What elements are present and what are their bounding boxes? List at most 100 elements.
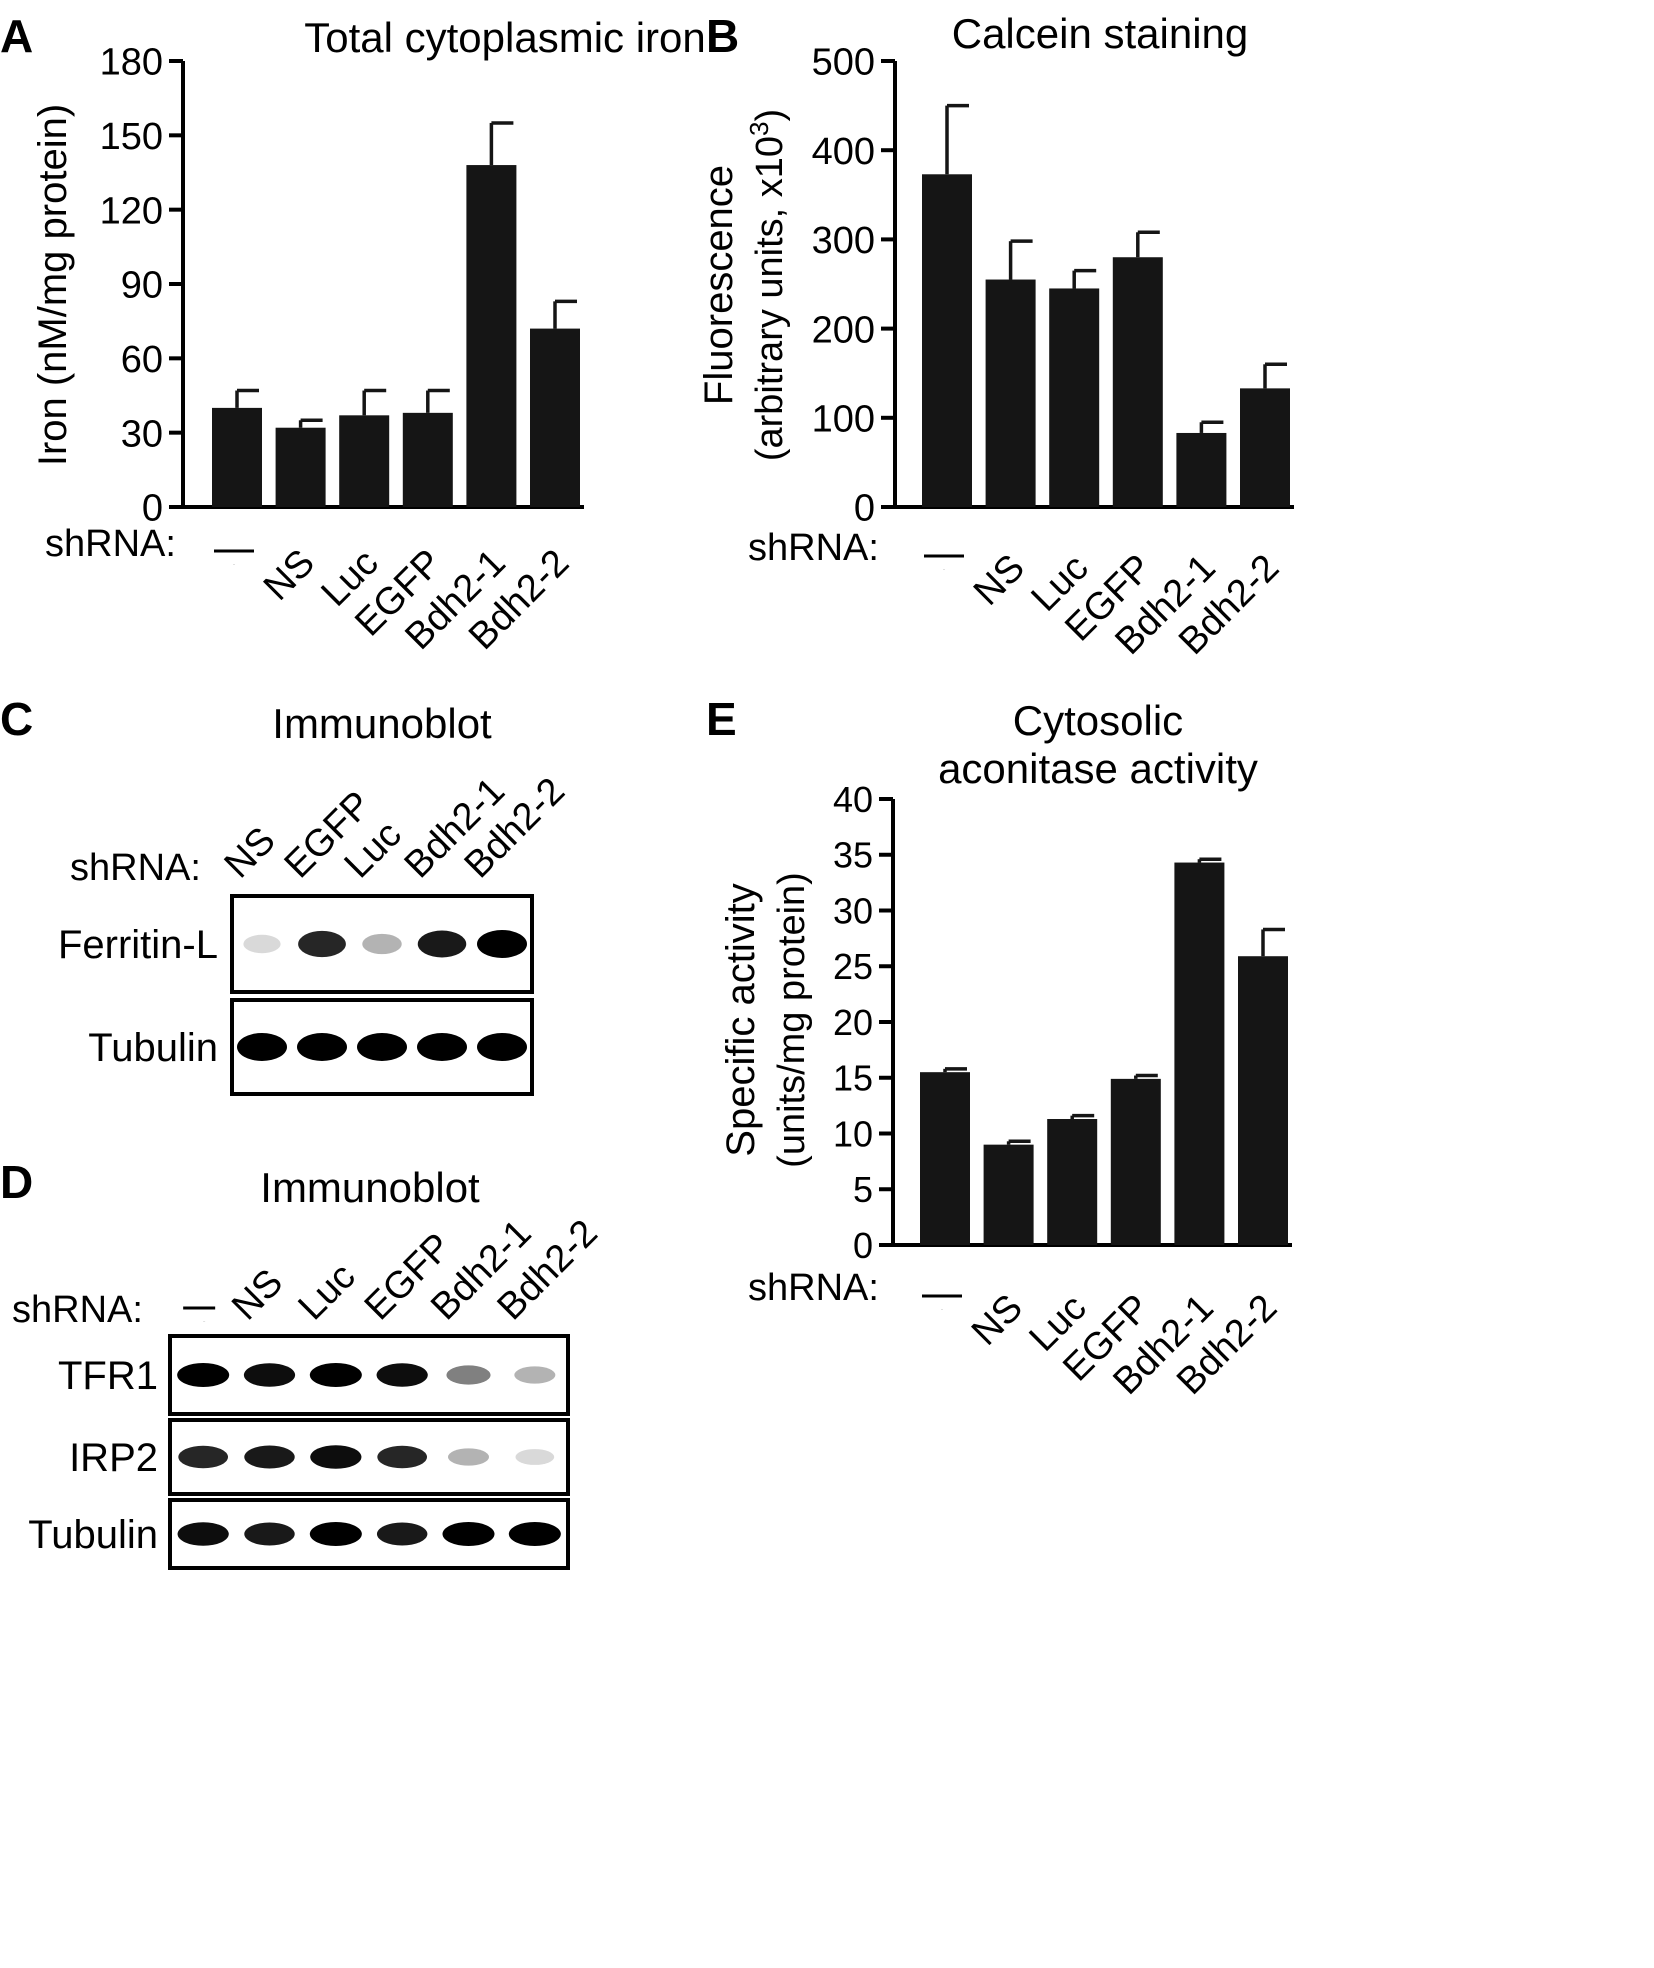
panel-letter-a: A xyxy=(0,10,33,62)
blot-c-band xyxy=(357,1033,407,1061)
blot-c-band xyxy=(297,1033,347,1061)
chart-a-shrna-label: shRNA: xyxy=(45,523,176,565)
blot-d-band xyxy=(177,1363,230,1387)
chart-e-y-tick-label: 25 xyxy=(833,946,873,987)
blot-d-band xyxy=(447,1448,490,1466)
blot-d-band xyxy=(244,1522,295,1546)
blot-c-band xyxy=(477,1033,527,1061)
chart-a-y-tick-label: 60 xyxy=(121,339,163,381)
chart-a-y-tick-label: 150 xyxy=(100,116,163,158)
chart-b-y-tick-label: 0 xyxy=(854,488,875,530)
chart-a-bar xyxy=(339,415,390,507)
chart-b-y-tick-label: 400 xyxy=(812,131,875,173)
blot-d-row-frame xyxy=(168,1498,570,1570)
blot-d-band xyxy=(442,1522,495,1546)
chart-a-y-tick-label: 30 xyxy=(121,413,163,455)
blot-d-band xyxy=(309,1363,362,1387)
chart-b-bar xyxy=(985,279,1036,507)
blot-d-row-label: IRP2 xyxy=(69,1436,158,1480)
chart-e-bar xyxy=(1047,1119,1098,1245)
blot-c-row-label: Ferritin-L xyxy=(58,923,218,967)
chart-b-bar xyxy=(922,174,972,507)
chart-a-category-label: — xyxy=(233,564,235,566)
blot-d-row-label: TFR1 xyxy=(58,1354,158,1398)
chart-b-bar xyxy=(1176,432,1227,507)
chart-a-y-tick-label: 90 xyxy=(121,265,163,307)
chart-e-title-line1: Cytosolic xyxy=(1013,697,1183,744)
chart-b-y-tick-label: 100 xyxy=(812,398,875,440)
immunoblot-c: Immunoblot shRNA: NSEGFPLucBdh2-1Bdh2-2F… xyxy=(58,700,573,1096)
chart-e-bar xyxy=(1238,956,1288,1245)
chart-a-y-tick-label: 180 xyxy=(100,42,163,84)
chart-b-bar xyxy=(1240,388,1290,507)
chart-e-category-label: — xyxy=(941,1309,943,1311)
blot-d-shrna-label: shRNA: xyxy=(12,1289,143,1331)
blot-d-band xyxy=(515,1449,555,1465)
chart-a-bar xyxy=(402,412,453,507)
chart-e-bar xyxy=(983,1144,1034,1245)
chart-e-y-tick-label: 30 xyxy=(833,890,873,931)
blot-c-band xyxy=(362,933,402,955)
blot-d-band xyxy=(310,1445,362,1469)
panel-letter-d: D xyxy=(0,1156,33,1208)
blot-c-row-label: Tubulin xyxy=(88,1026,218,1070)
panel-letter-c: C xyxy=(0,693,33,745)
chart-b-y-axis-label2: (arbitrary units, x103) xyxy=(744,109,791,461)
blot-d-lane-label: NS xyxy=(224,1261,291,1328)
blot-d-row-frame xyxy=(168,1418,570,1496)
chart-a-y-axis-label: Iron (nM/mg protein) xyxy=(31,104,75,466)
chart-e-y-tick-label: 10 xyxy=(833,1113,873,1154)
chart-e-y-tick-label: 35 xyxy=(833,835,873,876)
chart-b-bar xyxy=(1112,257,1163,507)
chart-b-y-axis-label2-end: ) xyxy=(749,109,791,122)
chart-e-y-axis-label: Specific activity xyxy=(719,883,763,1156)
blot-c-band xyxy=(298,930,346,958)
immunoblot-d: Immunoblot shRNA: — NS LucEGFPBdh2-1Bdh2-2… xyxy=(12,1164,606,1570)
chart-a-total-cytoplasmic-iron: Total cytoplasmic iron Iron (nM/mg prote… xyxy=(31,14,706,658)
chart-b-y-tick-label: 500 xyxy=(812,42,875,84)
chart-a-y-tick-label: 120 xyxy=(100,190,163,232)
chart-b-y-tick-label: 200 xyxy=(812,309,875,351)
blot-d-row-frame xyxy=(168,1334,570,1416)
blot-d-band xyxy=(377,1445,427,1469)
blot-d-band xyxy=(178,1445,228,1469)
blot-d-band xyxy=(177,1522,229,1546)
chart-b-shrna-label: shRNA: xyxy=(748,527,879,569)
blot-d-lane-label: Luc xyxy=(290,1255,363,1328)
blot-c-band xyxy=(243,934,281,954)
blot-d-row-label: Tubulin xyxy=(28,1513,158,1557)
chart-a-bar xyxy=(275,427,326,507)
chart-e-cytosolic-aconitase: Cytosolic aconitase activity Specific ac… xyxy=(719,697,1292,1403)
chart-a-bar xyxy=(530,328,580,507)
blot-c-band xyxy=(237,1033,287,1061)
chart-b-y-axis-label2-group: (arbitrary units, x103) xyxy=(744,109,791,461)
blot-d-lane-label: — xyxy=(203,1321,205,1323)
chart-e-y-tick-label: 20 xyxy=(833,1002,873,1043)
panel-letter-b: B xyxy=(706,10,739,62)
blot-d-band xyxy=(243,1363,296,1387)
chart-b-y-axis-label-group: Fluorescence xyxy=(697,165,741,405)
chart-b-category-label: NS xyxy=(966,547,1033,614)
blot-c-shrna-label: shRNA: xyxy=(70,847,201,889)
blot-d-band xyxy=(244,1445,295,1469)
chart-a-bar xyxy=(212,407,262,507)
chart-b-category-label: — xyxy=(943,569,945,571)
chart-b-y-axis-label2-main: (arbitrary units, x10 xyxy=(749,136,791,461)
chart-a-y-tick-label: 0 xyxy=(142,488,163,530)
chart-e-title-line2: aconitase activity xyxy=(938,745,1258,792)
chart-e-y-axis-label2: (units/mg protein) xyxy=(771,872,813,1168)
chart-a-title: Total cytoplasmic iron xyxy=(304,14,705,61)
chart-e-bar xyxy=(1174,862,1225,1245)
chart-e-y-tick-label: 15 xyxy=(833,1058,873,1099)
blot-d-band xyxy=(309,1522,362,1546)
blot-c-band xyxy=(417,930,467,958)
chart-b-calcein-staining: Calcein staining Fluorescence (arbitrary… xyxy=(697,10,1294,663)
blot-c-title: Immunoblot xyxy=(272,700,492,747)
panel-letter-e: E xyxy=(706,693,737,745)
